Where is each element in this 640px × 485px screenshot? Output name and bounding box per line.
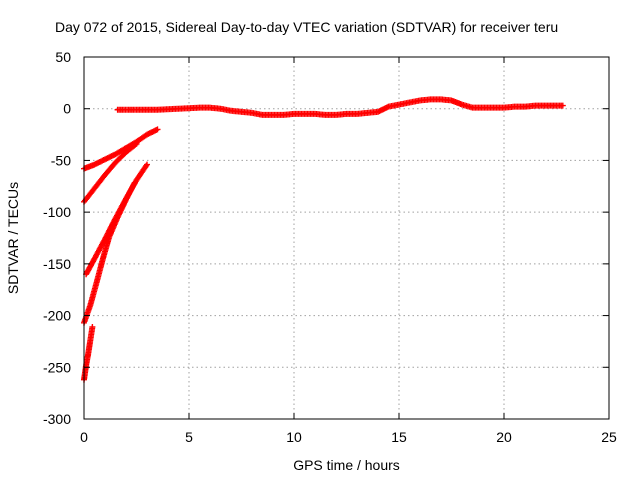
y-tick-label: -150 (43, 256, 71, 272)
x-tick-label: 25 (601, 429, 617, 445)
series-6 (81, 323, 96, 383)
x-tick-label: 10 (286, 429, 302, 445)
x-tick-label: 15 (391, 429, 407, 445)
x-tick-label: 20 (496, 429, 512, 445)
y-tick-label: 50 (55, 49, 71, 65)
y-axis-title: SDTVAR / TECUs (5, 182, 21, 294)
chart-title: Day 072 of 2015, Sidereal Day-to-day VTE… (55, 19, 558, 35)
axis-ticks (83, 56, 610, 420)
x-tick-label: 0 (80, 429, 88, 445)
data-point (131, 180, 138, 187)
data-point (559, 102, 566, 109)
y-tick-label: -200 (43, 308, 71, 324)
x-tick-labels: 0 5 10 15 20 25 (80, 429, 617, 445)
data-point (143, 162, 150, 169)
y-tick-label: -300 (43, 411, 71, 427)
y-tick-label: -50 (51, 152, 71, 168)
plot-frame (83, 56, 610, 420)
x-axis-title: GPS time / hours (293, 457, 400, 473)
y-tick-label: -250 (43, 359, 71, 375)
series-2 (81, 126, 161, 172)
data-points (81, 96, 566, 383)
y-tick-label: 0 (63, 101, 71, 117)
data-point (132, 141, 139, 148)
data-point (144, 161, 150, 168)
y-tick-labels: 50 0 -50 -100 -150 -200 -250 -300 (43, 49, 71, 427)
y-tick-label: -100 (43, 204, 71, 220)
series-1 (114, 96, 566, 118)
series-5 (81, 180, 138, 326)
data-point (154, 126, 161, 133)
data-point (89, 323, 96, 330)
x-tick-label: 5 (185, 429, 193, 445)
data-point (133, 140, 140, 147)
